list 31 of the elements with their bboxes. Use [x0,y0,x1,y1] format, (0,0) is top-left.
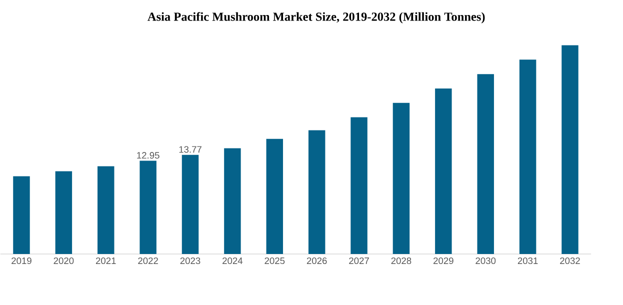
bar [308,130,326,254]
bar [392,102,410,254]
x-tick-label: 2022 [138,257,158,264]
bar [350,117,368,254]
x-tick-label: 2030 [476,257,496,264]
x-tick-label: 2032 [560,257,580,264]
data-label: 13.77 [179,146,202,153]
x-tick-label: 2019 [12,257,32,264]
bar [224,148,241,254]
x-tick-label: 2021 [96,257,116,264]
x-tick-label: 2026 [306,257,327,264]
bar [182,154,199,254]
x-tick-label: 2024 [222,257,243,264]
x-tick-label: 2025 [264,257,285,264]
chart-title: Asia Pacific Mushroom Market Size, 2019-2032 (Million Tonnes) [148,12,485,24]
bar [477,74,494,254]
x-tick-label: 2028 [391,257,412,264]
x-tick-label: 2031 [518,257,538,264]
bar [13,176,30,254]
bar [98,166,114,254]
x-tick-label: 2023 [180,257,200,264]
bar [435,88,452,254]
data-label: 12.95 [137,152,160,159]
bar [55,171,72,254]
bar [140,160,156,254]
bar [562,45,578,254]
x-tick-label: 2027 [349,257,369,264]
bar [519,60,536,254]
bar [266,138,284,254]
x-tick-label: 2020 [54,257,74,264]
x-tick-label: 2029 [434,257,454,264]
